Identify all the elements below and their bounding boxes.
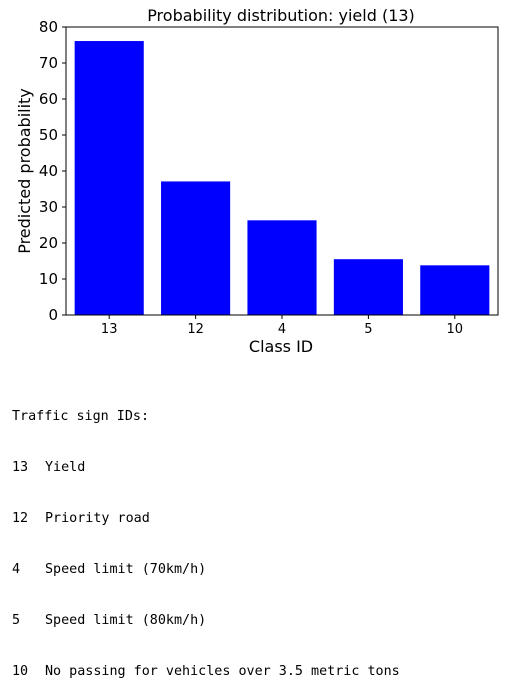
y-tick-label: 50 (39, 126, 58, 144)
axes-layer: 0 10 20 30 40 50 60 70 80 13 12 4 5 10 (39, 18, 499, 337)
legend-item-name: Speed limit (80km/h) (45, 613, 207, 628)
bar (420, 265, 490, 315)
legend-item-name: Yield (45, 460, 86, 475)
legend-item-name: Speed limit (70km/h) (45, 562, 207, 577)
bar (333, 259, 403, 315)
legend-item-name: No passing for vehicles over 3.5 metric … (45, 664, 400, 679)
x-tick-label: 5 (364, 322, 372, 337)
bar (74, 41, 144, 315)
y-tick-label: 70 (39, 54, 58, 72)
legend-item-id: 10 (12, 664, 29, 679)
x-tick-label: 10 (447, 322, 464, 337)
legend-item-name: Priority road (45, 511, 150, 526)
y-tick-label: 20 (39, 234, 58, 252)
legend-item-id: 4 (12, 562, 21, 577)
legend-item-id: 5 (12, 613, 21, 628)
legend-item: 5 Speed limit (80km/h) (12, 612, 400, 629)
y-tick-label: 30 (39, 198, 58, 216)
legend-item: 13 Yield (12, 459, 400, 476)
legend-item-id: 13 (12, 460, 29, 475)
traffic-sign-legend: Traffic sign IDs: 13 Yield 12 Priority roa… (12, 374, 400, 697)
x-axis-label: Class ID (249, 337, 313, 356)
y-tick-label: 60 (39, 90, 58, 108)
y-tick-label: 10 (39, 270, 58, 288)
y-tick-label: 80 (39, 18, 58, 36)
x-tick-label: 13 (101, 322, 118, 337)
legend-item-id: 12 (12, 511, 29, 526)
bars-layer (74, 41, 490, 315)
bar (161, 181, 231, 315)
chart-title: Probability distribution: yield (13) (147, 6, 415, 25)
x-tick-label: 12 (187, 322, 204, 337)
y-tick-label: 40 (39, 162, 58, 180)
legend-heading: Traffic sign IDs: (12, 409, 150, 424)
bar-chart: Probability distribution: yield (13) Pre… (15, 6, 499, 356)
y-axis-label: Predicted probability (15, 88, 34, 254)
legend-item: 4 Speed limit (70km/h) (12, 561, 400, 578)
legend-item: 12 Priority road (12, 510, 400, 527)
x-tick-label: 4 (278, 322, 286, 337)
bar (247, 220, 317, 315)
legend-item: 10 No passing for vehicles over 3.5 metri… (12, 663, 400, 680)
y-tick-label: 0 (48, 306, 58, 324)
